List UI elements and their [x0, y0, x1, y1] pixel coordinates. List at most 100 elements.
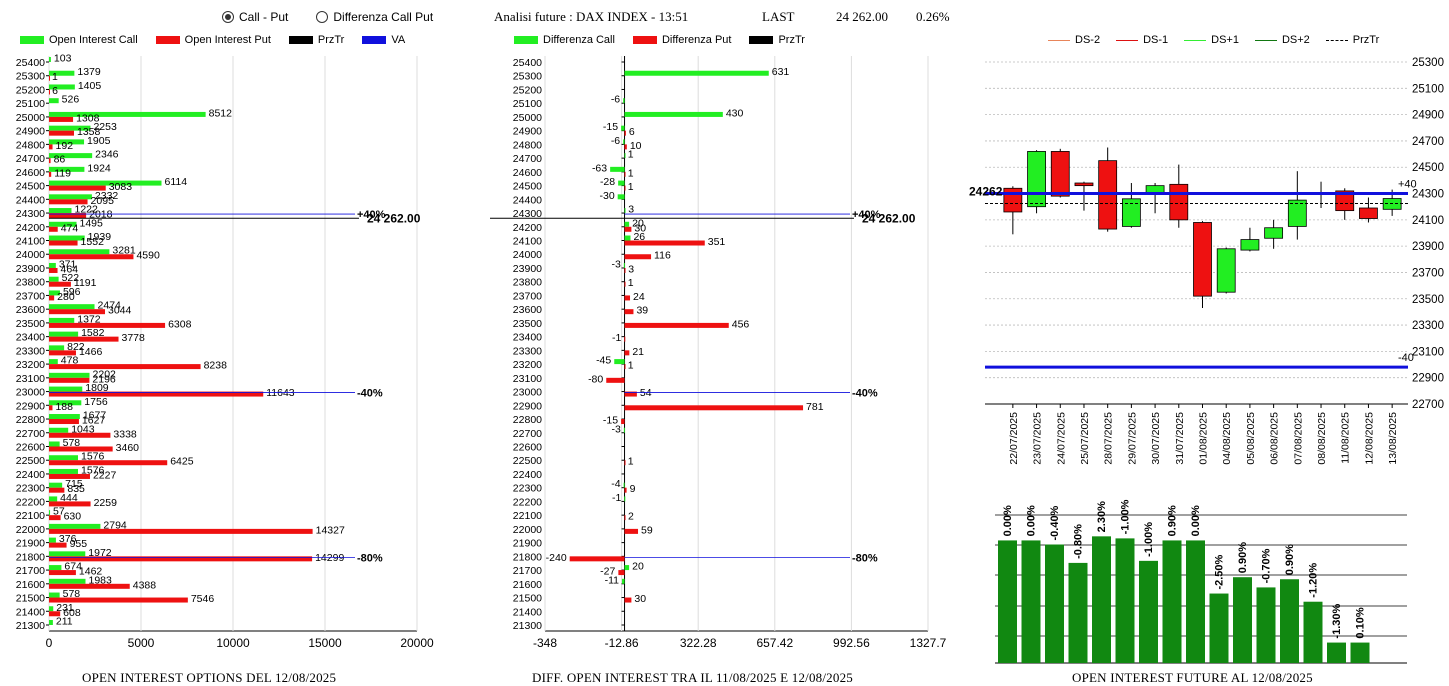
data-label: 30 [634, 593, 646, 605]
legend-label: DS-2 [1075, 34, 1101, 46]
x-tick-label: 08/08/2025 [1316, 412, 1328, 465]
data-label: 6 [629, 126, 635, 138]
y-tick-label: 22500 [16, 455, 45, 467]
data-label: 103 [54, 53, 72, 65]
legend-item: PrzTr [749, 34, 805, 46]
data-label: -6 [611, 94, 620, 106]
radio-selected-icon [222, 11, 234, 23]
legend-item: DS+1 [1184, 34, 1239, 46]
data-label: 14299 [315, 552, 344, 564]
y-tick-label: 22400 [16, 469, 45, 481]
x-tick-label: 992.56 [833, 636, 870, 650]
data-label: 596 [63, 286, 81, 298]
y-tick-label: 21300 [16, 620, 45, 632]
data-label: 86 [54, 154, 66, 166]
bar [49, 262, 56, 268]
y-tick-label: 25300 [16, 71, 45, 83]
bar [618, 180, 625, 186]
data-label: 116 [654, 250, 671, 262]
data-label: 1 [628, 149, 634, 161]
bar [49, 194, 92, 200]
data-label: 2018 [89, 209, 113, 221]
y-tick-label: 24600 [513, 167, 542, 179]
data-label: -4 [611, 478, 620, 490]
y-tick-label: 24300 [1412, 189, 1444, 201]
price-label: 24 262.00 [367, 211, 421, 225]
x-tick-label: 5000 [128, 636, 155, 650]
bar [49, 460, 168, 466]
data-label: 231 [56, 602, 74, 614]
bar [621, 419, 625, 425]
data-label: -27 [600, 566, 615, 578]
bar [624, 240, 705, 246]
caption-future: OPEN INTEREST FUTURE AL 12/08/2025 [1072, 670, 1313, 685]
y-tick-label: 23700 [513, 290, 542, 302]
bar [624, 208, 626, 214]
radio-differenza[interactable]: Differenza Call Put [316, 10, 433, 24]
legend-item: Open Interest Call [20, 34, 138, 46]
data-label: 6308 [168, 318, 192, 330]
bar [49, 116, 74, 122]
y-tick-label: 23400 [513, 332, 542, 344]
radio-call-put-label: Call - Put [239, 10, 289, 24]
bar [49, 405, 53, 411]
bar [624, 597, 632, 603]
bar [1068, 562, 1088, 663]
data-label: 464 [61, 263, 79, 275]
data-label: 211 [56, 616, 73, 628]
bar [49, 290, 60, 296]
data-label: 30 [634, 222, 646, 234]
y-tick-label: 25400 [513, 57, 542, 69]
bar [624, 309, 634, 315]
bar [49, 166, 85, 172]
y-tick-label: 25100 [513, 98, 542, 110]
bar [49, 125, 91, 131]
y-tick-label: 24100 [513, 236, 542, 248]
bar [49, 372, 90, 378]
bar [49, 180, 162, 186]
data-label: 3338 [113, 428, 137, 440]
x-tick-label: 25/07/2025 [1079, 412, 1091, 465]
data-label: 4388 [133, 579, 157, 591]
bar [621, 125, 625, 131]
bar [49, 336, 119, 342]
bar [1233, 577, 1252, 663]
bar [49, 570, 76, 576]
x-tick-label: 07/08/2025 [1292, 412, 1304, 465]
x-tick-label: 31/07/2025 [1174, 412, 1186, 465]
bar [624, 336, 626, 342]
bar [623, 262, 625, 268]
data-label: 1043 [71, 423, 95, 435]
bar [49, 84, 75, 90]
y-tick-label: 22000 [513, 524, 542, 536]
y-tick-label: 22300 [513, 483, 542, 495]
bar [49, 377, 90, 383]
y-tick-label: 23000 [16, 387, 45, 399]
y-tick-label: 23000 [513, 387, 542, 399]
y-tick-label: 22600 [513, 441, 542, 453]
bar [623, 98, 625, 104]
bar [49, 304, 95, 310]
bar [49, 620, 53, 625]
data-label: 59 [641, 524, 653, 536]
bar [624, 254, 652, 260]
y-tick-label: 23100 [513, 373, 542, 385]
bar [49, 592, 60, 598]
x-tick-label: 0 [46, 636, 53, 650]
bar [624, 496, 626, 502]
bar [49, 606, 54, 612]
x-tick-label: 23/07/2025 [1032, 412, 1044, 465]
y-tick-label: 22400 [513, 469, 542, 481]
data-label: 955 [70, 538, 88, 550]
y-tick-label: 23900 [513, 263, 542, 275]
data-label: 1 [628, 167, 634, 179]
y-tick-label: 24300 [513, 208, 542, 220]
y-tick-label: 22200 [513, 496, 542, 508]
data-label: 578 [63, 437, 81, 449]
radio-call-put[interactable]: Call - Put [222, 10, 288, 24]
bar [49, 441, 60, 447]
data-label: 822 [67, 341, 85, 353]
candle-body [1359, 207, 1378, 219]
y-tick-label: 24600 [16, 167, 45, 179]
y-tick-label: 24500 [513, 181, 542, 193]
